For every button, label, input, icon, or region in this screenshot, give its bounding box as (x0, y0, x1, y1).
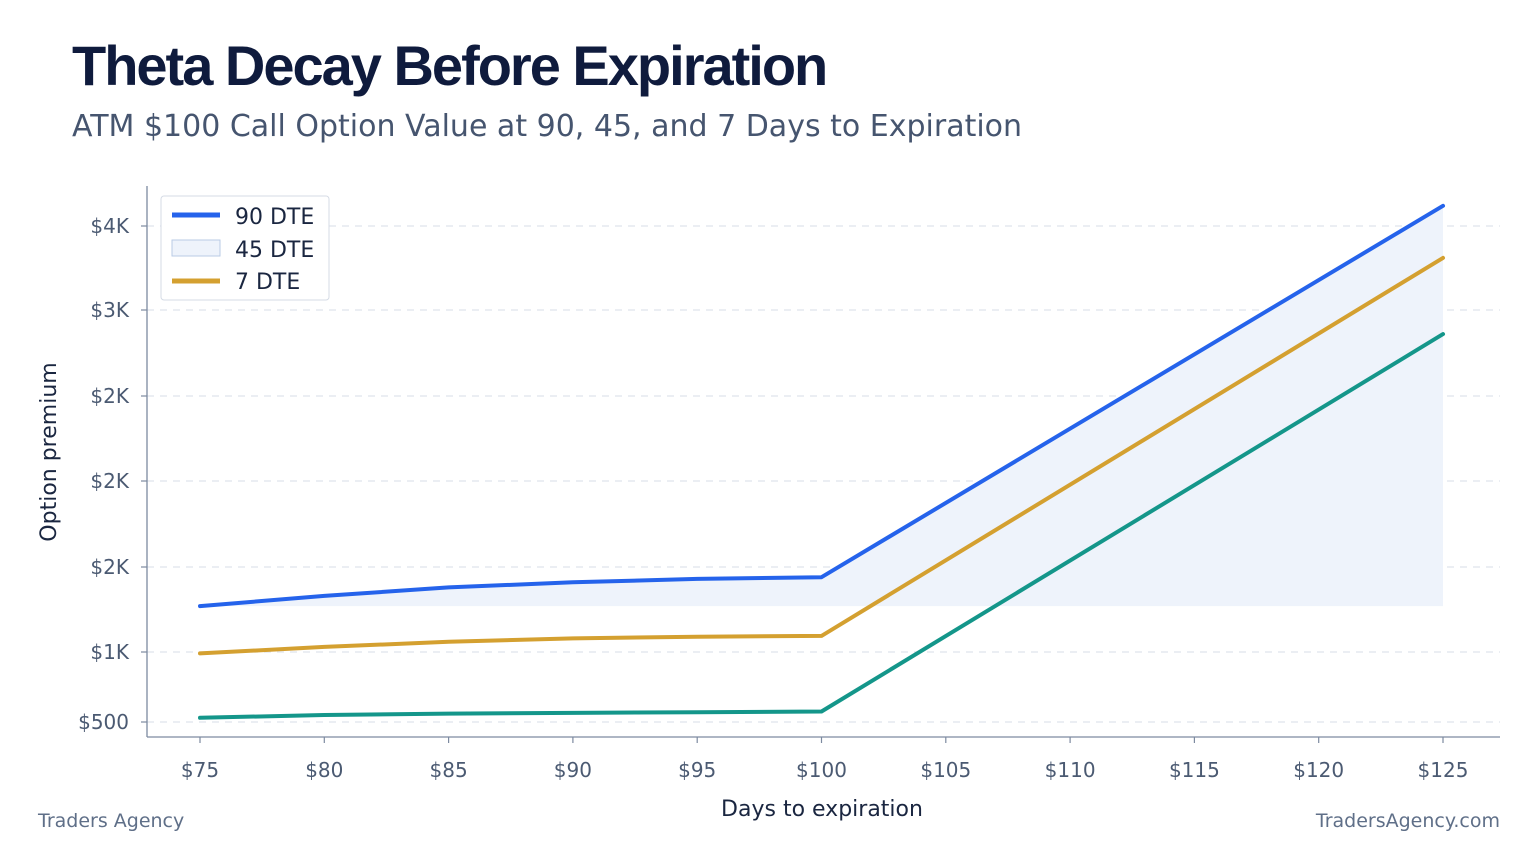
footer-brand: Traders Agency (38, 810, 185, 832)
series-line-teal (198, 332, 1445, 720)
grid-lines (147, 225, 1500, 723)
tick-labels: $500 $1K $2K $2K $2K $3K $4K $75 $80 $85 $90 $95 $10… (78, 214, 1468, 782)
legend-box (160, 195, 330, 301)
y-axis-label: Option premium (37, 362, 62, 541)
x-tick-label: $115 (1169, 758, 1220, 782)
chart-title: Theta Decay Before Expiration (72, 34, 828, 97)
series-line-90-dte (198, 203, 1445, 609)
legend-label-90-dte: 90 DTE (235, 205, 314, 230)
y-tick-label: $3K (90, 298, 129, 322)
y-tick-label: $2K (90, 384, 129, 408)
line-layer (198, 203, 1445, 720)
y-tick-label: $500 (78, 710, 129, 734)
x-tick-label: $100 (796, 758, 847, 782)
area-layer (200, 205, 1443, 607)
x-tick-label: $95 (678, 758, 716, 782)
legend-label-45-dte: 45 DTE (235, 238, 314, 263)
x-tick-label: $75 (181, 758, 219, 782)
footer-url[interactable]: TradersAgency.com (1315, 810, 1500, 832)
y-tick-label: $4K (90, 214, 129, 238)
series-line-7-dte (198, 255, 1445, 656)
legend-swatch-45-dte (171, 239, 221, 257)
y-tick-label: $1K (90, 640, 129, 664)
x-tick-label: $85 (430, 758, 468, 782)
x-tick-label: $125 (1418, 758, 1469, 782)
x-tick-label: $120 (1293, 758, 1344, 782)
y-tick-label: $2K (90, 469, 129, 493)
chart-subtitle: ATM $100 Call Option Value at 90, 45, an… (72, 109, 1023, 144)
x-tick-label: $90 (554, 758, 592, 782)
x-axis-label: Days to expiration (721, 797, 923, 822)
x-tick-label: $80 (305, 758, 343, 782)
legend: 90 DTE 45 DTE 7 DTE (160, 195, 330, 301)
x-tick-label: $110 (1045, 758, 1096, 782)
axes (141, 186, 1500, 743)
series-area-45-dte (200, 205, 1443, 607)
y-tick-label: $2K (90, 555, 129, 579)
x-tick-label: $105 (920, 758, 971, 782)
legend-label-7-dte: 7 DTE (235, 270, 300, 295)
